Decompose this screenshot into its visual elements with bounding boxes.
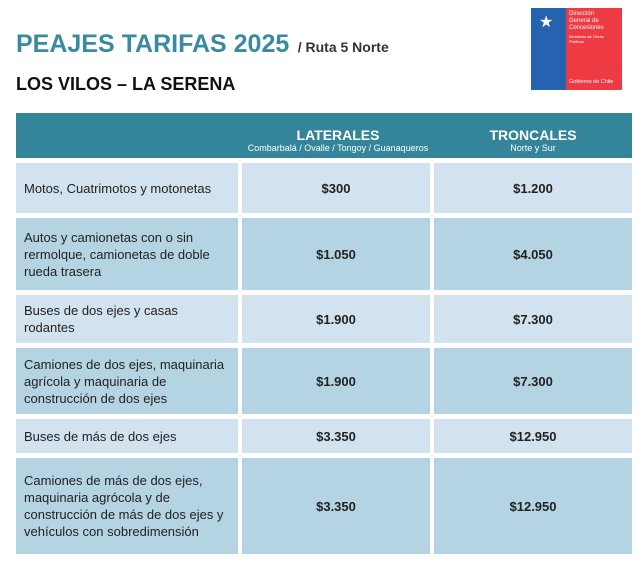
cell-troncales: $12.950 [434,458,632,554]
cell-laterales: $1.900 [242,348,430,414]
coat-of-arms-icon: ★ [539,14,554,31]
cell-troncales: $7.300 [434,295,632,343]
route-heading: LOS VILOS – LA SERENA [16,74,236,94]
table-row: Camiones de más de dos ejes, maquinaria … [16,458,632,554]
logo-line3: Concesiones [569,25,604,31]
cell-troncales: $4.050 [434,218,632,290]
cell-laterales: $3.350 [242,458,430,554]
cell-vehicle: Camiones de dos ejes, maquinaria agrícol… [16,348,238,414]
header-title: TRONCALES [489,127,577,143]
cell-laterales: $3.350 [242,419,430,453]
table-header: LATERALES Combarbalá / Ovalle / Tongoy /… [16,113,632,158]
cell-vehicle: Buses de dos ejes y casas rodantes [16,295,238,343]
table-row: Buses de dos ejes y casas rodantes $1.900… [16,295,632,343]
logo-line2: General de [569,18,599,24]
cell-laterales: $1.050 [242,218,430,290]
cell-laterales: $300 [242,163,430,213]
logo-line1: Dirección [569,11,595,17]
cell-vehicle: Buses de más de dos ejes [16,419,238,453]
header-troncales: TRONCALES Norte y Sur [434,113,632,158]
cell-troncales: $12.950 [434,419,632,453]
title-main: PEAJES TARIFAS 2025 [16,30,290,58]
title-subtitle: / Ruta 5 Norte [297,39,389,55]
cell-vehicle: Autos y camionetas con o sin rermolque, … [16,218,238,290]
table-row: Buses de más de dos ejes $3.350 $12.950 [16,419,632,453]
cell-troncales: $7.300 [434,348,632,414]
header-sub: Combarbalá / Ovalle / Tongoy / Guanaquer… [247,143,429,153]
page-title: PEAJES TARIFAS 2025 / Ruta 5 Norte [16,30,389,59]
header-title: LATERALES [296,127,380,143]
table-row: Camiones de dos ejes, maquinaria agrícol… [16,348,632,414]
gov-logo: ★ Dirección General de Concesiones Minis… [531,8,622,90]
logo-ministry: Ministerio de Obras Públicas [569,34,604,44]
cell-vehicle: Motos, Cuatrimotos y motonetas [16,163,238,213]
table-row: Motos, Cuatrimotos y motonetas $300 $1.200 [16,163,632,213]
header-sub: Norte y Sur [510,143,556,153]
table-row: Autos y camionetas con o sin rermolque, … [16,218,632,290]
header-laterales: LATERALES Combarbalá / Ovalle / Tongoy /… [242,113,434,158]
cell-vehicle: Camiones de más de dos ejes, maquinaria … [16,458,238,554]
cell-troncales: $1.200 [434,163,632,213]
cell-laterales: $1.900 [242,295,430,343]
toll-table: LATERALES Combarbalá / Ovalle / Tongoy /… [16,113,632,554]
logo-gov: Gobierno de Chile [569,79,614,85]
